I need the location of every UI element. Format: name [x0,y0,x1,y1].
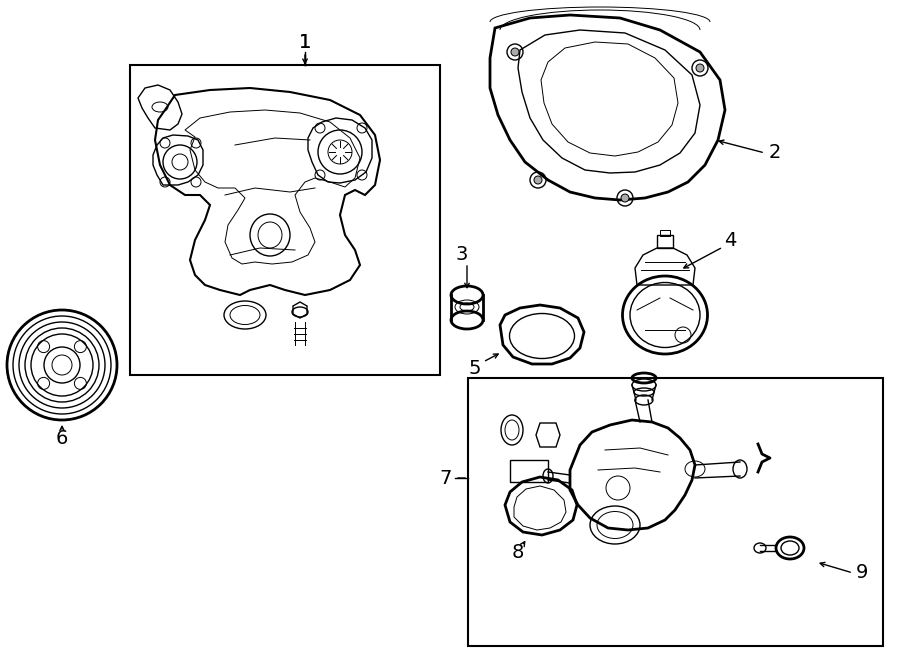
Text: 3: 3 [455,245,468,264]
Text: 8: 8 [512,543,524,563]
Text: 6: 6 [56,428,68,447]
Circle shape [696,64,704,72]
Text: 2: 2 [769,143,781,163]
Text: 5: 5 [469,358,482,377]
Text: 1: 1 [299,32,311,52]
Bar [660,230,670,236]
Bar [468,378,883,646]
Circle shape [534,176,542,184]
Bar [130,65,440,375]
Circle shape [621,194,629,202]
Text: 7: 7 [439,469,452,488]
Text: 9: 9 [856,563,868,582]
Bar [657,235,673,248]
Circle shape [511,48,519,56]
Text: 1: 1 [299,32,311,52]
Text: 4: 4 [724,231,736,249]
Bar [510,460,548,482]
